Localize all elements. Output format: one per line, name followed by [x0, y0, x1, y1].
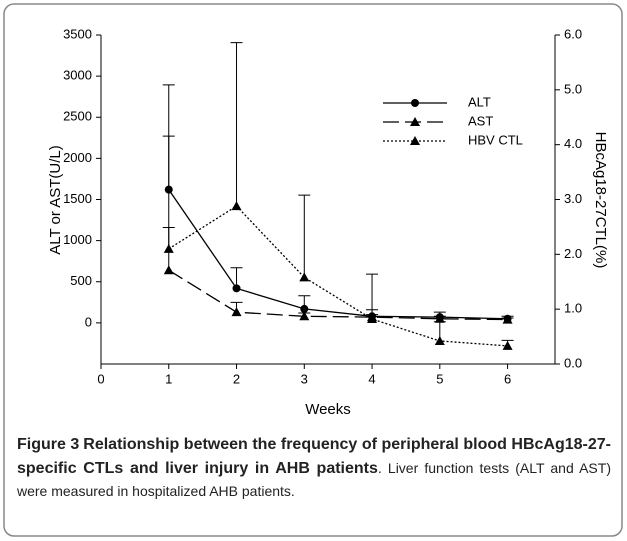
caption: Figure 3 Relationship between the freque… — [17, 433, 611, 503]
x-tick-label: 3 — [301, 371, 308, 386]
y-axis-label: ALT or AST(U/L) — [47, 145, 64, 254]
marker — [367, 314, 378, 324]
marker — [163, 243, 174, 253]
marker — [231, 201, 242, 211]
x-tick-label: 6 — [504, 371, 511, 386]
y-tick-label: 2000 — [63, 150, 92, 165]
caption-text: . Liver function tests (ALT and AST) wer… — [17, 459, 611, 500]
y-tick-label: 500 — [70, 273, 92, 288]
y-tick-label: 0 — [85, 314, 92, 329]
legend-label: AST — [468, 113, 493, 128]
y2-tick-label: 5.0 — [564, 81, 582, 96]
legend-label: HBV CTL — [468, 132, 523, 147]
marker — [163, 265, 174, 275]
marker — [232, 284, 241, 293]
marker — [410, 117, 420, 126]
caption-label: Figure 3 — [17, 436, 80, 453]
legend-label: ALT — [468, 94, 491, 109]
y-tick-label: 3000 — [63, 68, 92, 83]
x-tick-label: 2 — [233, 371, 240, 386]
y-tick-label: 1000 — [63, 232, 92, 247]
y2-tick-label: 4.0 — [564, 136, 582, 151]
x-tick-label: 4 — [368, 371, 375, 386]
x-tick-label: 1 — [165, 371, 172, 386]
marker — [502, 340, 513, 350]
marker — [300, 304, 309, 313]
y2-axis-label: HBcAg18-27CTL(%) — [592, 132, 609, 269]
marker — [434, 313, 445, 323]
caption-title: Relationship between the frequency of pe… — [17, 436, 611, 477]
marker — [231, 307, 242, 317]
marker — [410, 136, 420, 145]
error-bar — [162, 84, 175, 249]
x-tick-label: 5 — [436, 371, 443, 386]
marker — [299, 272, 310, 282]
y2-tick-label: 1.0 — [564, 301, 582, 316]
y2-tick-label: 6.0 — [564, 26, 582, 41]
error-bar — [366, 273, 379, 320]
y2-tick-label: 2.0 — [564, 246, 582, 261]
y-tick-label: 3500 — [63, 26, 92, 41]
y-tick-label: 1500 — [63, 191, 92, 206]
series-line — [168, 189, 508, 320]
error-bar — [230, 42, 243, 207]
x-tick-label: 0 — [97, 371, 104, 386]
y2-tick-label: 0.0 — [564, 355, 582, 370]
x-axis-label: Weeks — [305, 401, 351, 418]
marker — [411, 99, 419, 107]
marker — [434, 335, 445, 345]
frame — [3, 3, 623, 537]
y2-tick-label: 3.0 — [564, 191, 582, 206]
y-tick-label: 2500 — [63, 109, 92, 124]
error-bar — [298, 194, 311, 278]
series-line — [168, 205, 508, 347]
marker — [502, 314, 513, 324]
series-line — [168, 269, 508, 321]
marker — [299, 311, 310, 321]
